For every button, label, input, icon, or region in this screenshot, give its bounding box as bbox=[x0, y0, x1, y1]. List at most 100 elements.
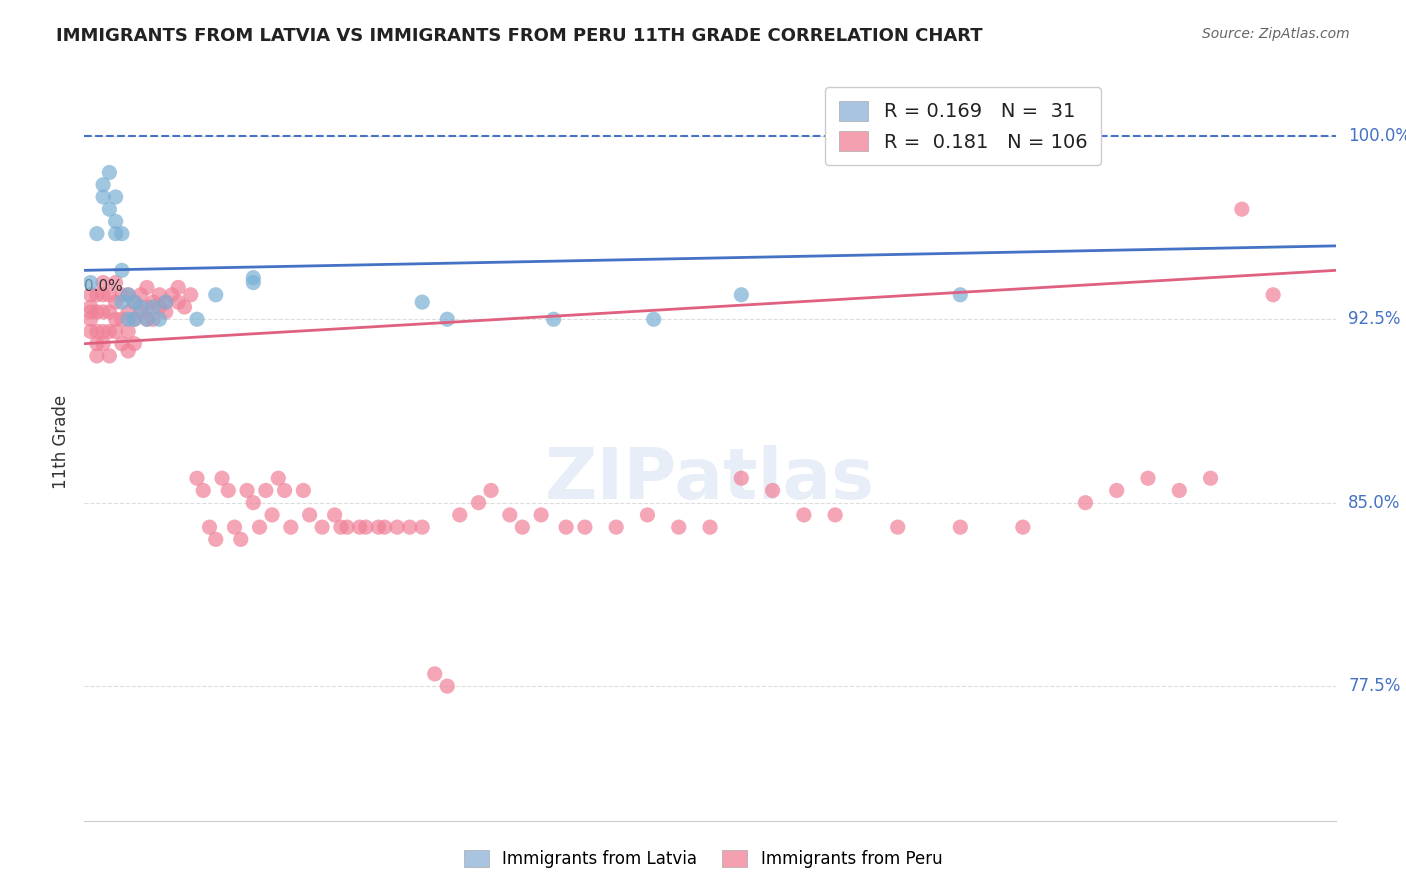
Point bbox=[254, 483, 277, 498]
Point bbox=[155, 295, 177, 310]
Point bbox=[124, 295, 146, 310]
Point bbox=[949, 520, 972, 534]
Point bbox=[136, 300, 159, 314]
Point bbox=[136, 312, 159, 326]
Point bbox=[449, 508, 471, 522]
Point bbox=[86, 349, 108, 363]
Point bbox=[1168, 483, 1191, 498]
Point bbox=[354, 520, 377, 534]
Point bbox=[323, 508, 346, 522]
Point bbox=[124, 295, 146, 310]
Legend: R = 0.169   N =  31, R =  0.181   N = 106: R = 0.169 N = 31, R = 0.181 N = 106 bbox=[825, 87, 1101, 165]
Point bbox=[887, 520, 910, 534]
Point bbox=[186, 471, 208, 485]
Text: 100.0%: 100.0% bbox=[1348, 127, 1406, 145]
Point bbox=[793, 508, 815, 522]
Point bbox=[148, 300, 170, 314]
Point bbox=[605, 520, 627, 534]
Point bbox=[148, 287, 170, 301]
Point bbox=[217, 483, 239, 498]
Point bbox=[104, 276, 127, 290]
Point bbox=[668, 520, 690, 534]
Point bbox=[91, 287, 114, 301]
Point bbox=[398, 520, 420, 534]
Point bbox=[204, 287, 226, 301]
Point bbox=[267, 471, 290, 485]
Point bbox=[91, 276, 114, 290]
Point bbox=[311, 520, 333, 534]
Text: 0.0%: 0.0% bbox=[84, 278, 124, 293]
Point bbox=[479, 483, 502, 498]
Point bbox=[229, 533, 252, 547]
Point bbox=[423, 666, 446, 681]
Point bbox=[86, 305, 108, 319]
Point bbox=[436, 312, 458, 326]
Point bbox=[349, 520, 371, 534]
Point bbox=[499, 508, 522, 522]
Point bbox=[91, 178, 114, 192]
Point bbox=[699, 520, 721, 534]
Point bbox=[167, 295, 190, 310]
Point bbox=[467, 496, 489, 510]
Point bbox=[730, 471, 752, 485]
Point bbox=[1105, 483, 1128, 498]
Point bbox=[104, 312, 127, 326]
Point bbox=[111, 336, 134, 351]
Point bbox=[117, 305, 139, 319]
Text: 85.0%: 85.0% bbox=[1348, 493, 1400, 512]
Point bbox=[104, 214, 127, 228]
Point bbox=[824, 508, 846, 522]
Point bbox=[1263, 287, 1285, 301]
Point bbox=[211, 471, 233, 485]
Point bbox=[129, 287, 152, 301]
Point bbox=[79, 325, 101, 339]
Point bbox=[117, 325, 139, 339]
Point bbox=[762, 483, 785, 498]
Point bbox=[643, 312, 665, 326]
Point bbox=[104, 190, 127, 204]
Point bbox=[91, 336, 114, 351]
Point bbox=[142, 312, 165, 326]
Point bbox=[1074, 496, 1097, 510]
Point bbox=[1136, 471, 1159, 485]
Point bbox=[280, 520, 302, 534]
Point bbox=[142, 295, 165, 310]
Point bbox=[124, 336, 146, 351]
Point bbox=[111, 287, 134, 301]
Point bbox=[249, 520, 271, 534]
Y-axis label: 11th Grade: 11th Grade bbox=[52, 394, 70, 489]
Point bbox=[98, 349, 121, 363]
Point bbox=[262, 508, 284, 522]
Point bbox=[292, 483, 315, 498]
Point bbox=[242, 270, 264, 285]
Point bbox=[104, 295, 127, 310]
Point bbox=[124, 312, 146, 326]
Point bbox=[98, 165, 121, 179]
Point bbox=[142, 300, 165, 314]
Point bbox=[180, 287, 202, 301]
Point bbox=[117, 287, 139, 301]
Point bbox=[637, 508, 659, 522]
Legend: Immigrants from Latvia, Immigrants from Peru: Immigrants from Latvia, Immigrants from … bbox=[457, 843, 949, 875]
Point bbox=[298, 508, 321, 522]
Point bbox=[98, 287, 121, 301]
Point bbox=[329, 520, 352, 534]
Point bbox=[111, 227, 134, 241]
Point bbox=[129, 305, 152, 319]
Point bbox=[730, 287, 752, 301]
Point bbox=[167, 280, 190, 294]
Point bbox=[86, 227, 108, 241]
Point bbox=[79, 312, 101, 326]
Point bbox=[79, 287, 101, 301]
Point bbox=[117, 344, 139, 359]
Point bbox=[224, 520, 246, 534]
Point bbox=[273, 483, 295, 498]
Point bbox=[1199, 471, 1222, 485]
Text: Source: ZipAtlas.com: Source: ZipAtlas.com bbox=[1202, 27, 1350, 41]
Point bbox=[198, 520, 221, 534]
Point bbox=[86, 325, 108, 339]
Point bbox=[367, 520, 389, 534]
Point bbox=[555, 520, 578, 534]
Point bbox=[411, 520, 433, 534]
Text: 92.5%: 92.5% bbox=[1348, 310, 1400, 328]
